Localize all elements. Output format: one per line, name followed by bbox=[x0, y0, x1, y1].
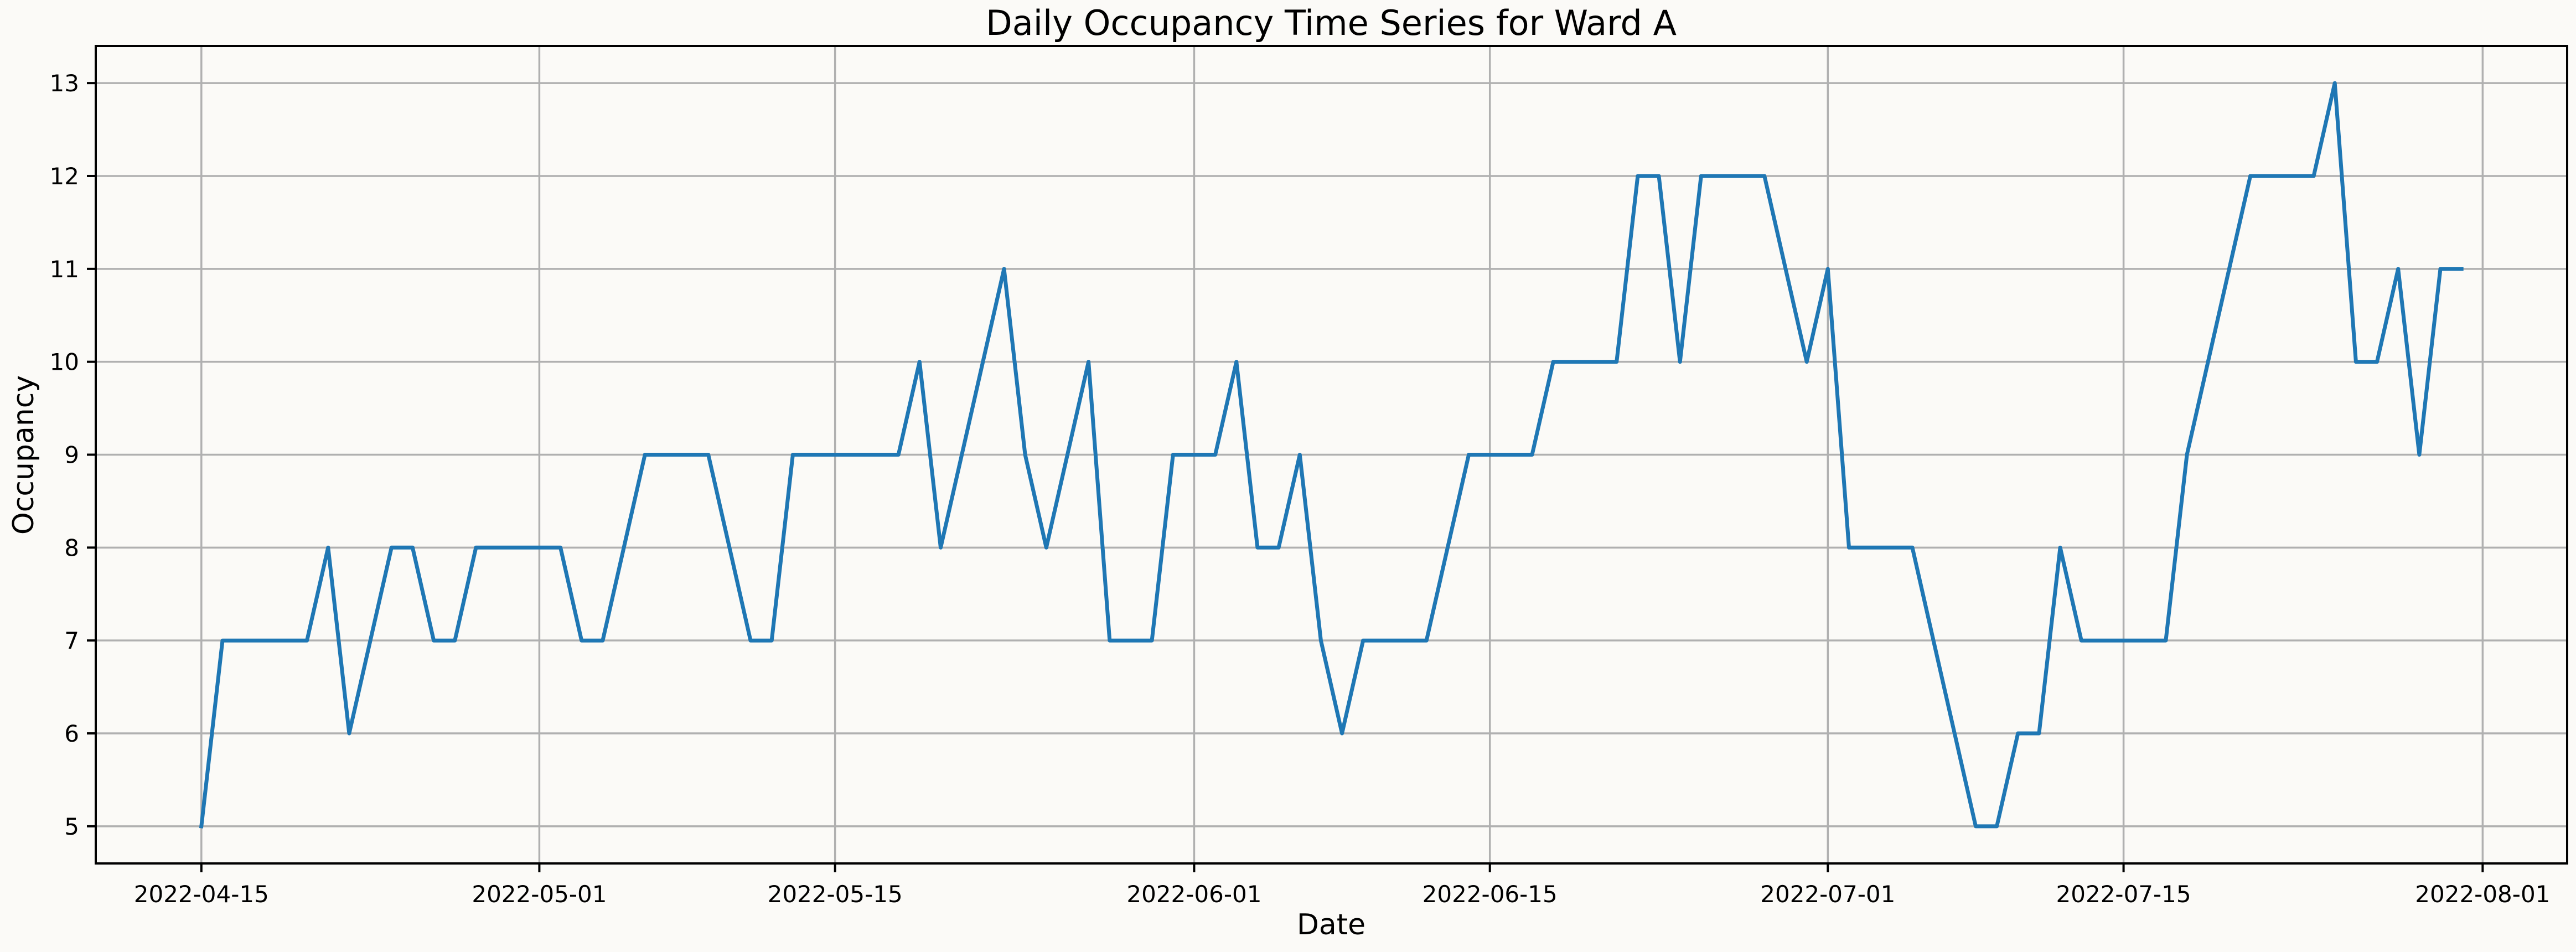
x-tick-label: 2022-06-15 bbox=[1423, 881, 1558, 908]
series-group bbox=[199, 81, 2464, 829]
y-tick-label: 6 bbox=[64, 720, 79, 747]
x-tick-label: 2022-05-01 bbox=[472, 881, 607, 908]
chart-title: Daily Occupancy Time Series for Ward A bbox=[986, 3, 1677, 43]
y-tick-label: 7 bbox=[64, 627, 79, 654]
series-line bbox=[199, 81, 2464, 829]
x-tick-label: 2022-04-15 bbox=[134, 881, 269, 908]
y-tick-label: 13 bbox=[50, 70, 79, 97]
y-tick-label: 12 bbox=[50, 163, 79, 190]
plot-frame bbox=[95, 45, 2568, 865]
y-tick-label: 10 bbox=[50, 349, 79, 376]
x-tick-label: 2022-05-15 bbox=[768, 881, 903, 908]
y-tick-label: 8 bbox=[64, 534, 79, 561]
axis-ticks: 5 6 7 8 9 10 11 12 13 2022-04-15 2022-05-01 2022-05… bbox=[50, 70, 2551, 908]
x-tick-label: 2022-08-01 bbox=[2415, 881, 2550, 908]
x-tick-label: 2022-07-15 bbox=[2056, 881, 2191, 908]
y-tick-label: 9 bbox=[64, 442, 79, 469]
x-tick-label: 2022-06-01 bbox=[1126, 881, 1261, 908]
y-tick-label: 5 bbox=[64, 813, 79, 840]
x-tick-label: 2022-07-01 bbox=[1760, 881, 1895, 908]
y-tick-label: 11 bbox=[50, 256, 79, 283]
x-axis-label: Date bbox=[1297, 908, 1365, 941]
y-axis-label: Occupancy bbox=[7, 375, 40, 535]
